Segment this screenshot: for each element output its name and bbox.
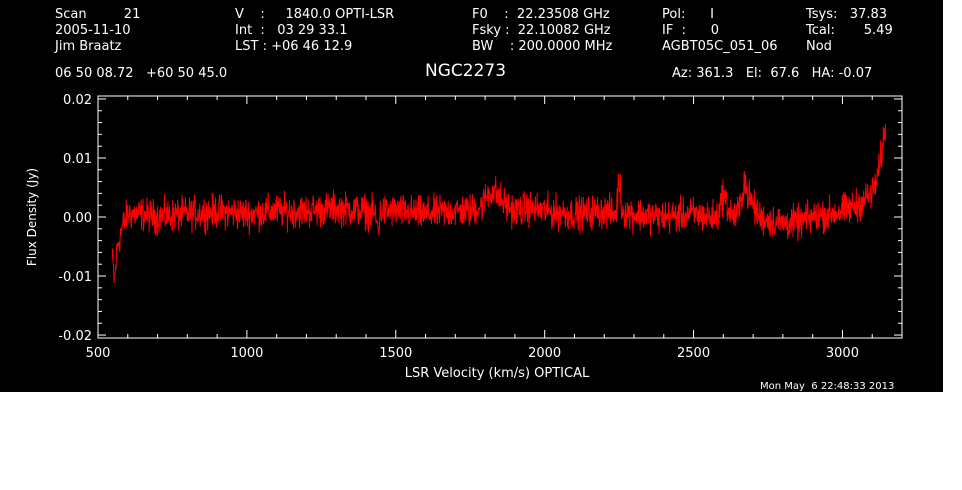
x-tick-label: 500 xyxy=(86,346,111,361)
axis-ticks: 500 1000 1500 2000 2500 3000 -0.02 -0.01 0.00 0.0… xyxy=(58,93,903,361)
y-tick-label: 0.00 xyxy=(63,211,92,226)
data-point xyxy=(216,210,218,212)
data-point xyxy=(841,210,844,212)
f0-label: F0 : 22.23508 GHz xyxy=(472,7,610,22)
data-point xyxy=(276,210,278,212)
data-point xyxy=(424,213,427,215)
data-point xyxy=(121,228,123,230)
data-point xyxy=(882,145,884,147)
data-point xyxy=(885,124,887,127)
y-tick-label: 0.02 xyxy=(63,93,92,108)
data-point xyxy=(633,213,635,215)
data-point xyxy=(621,210,623,212)
spectrum-chart: 500 1000 1500 2000 2500 3000 -0.02 -0.01 0.00 0.0… xyxy=(25,93,903,381)
if-label: IF : 0 xyxy=(662,23,720,38)
y-tick-label: 0.01 xyxy=(63,152,92,167)
int-label: Int : 03 29 33.1 xyxy=(235,23,348,38)
series-group xyxy=(111,123,887,284)
data-point xyxy=(514,210,516,212)
fsky-label: Fsky : 22.10082 GHz xyxy=(472,23,611,38)
data-point xyxy=(734,216,736,218)
data-point xyxy=(111,257,113,259)
data-point xyxy=(663,216,665,218)
observer-name: Jim Braatz xyxy=(55,39,122,54)
data-point xyxy=(505,204,507,206)
x-tick-label: 1000 xyxy=(230,346,263,361)
data-point xyxy=(603,210,605,212)
render-timestamp: Mon May 6 22:48:33 2013 xyxy=(760,381,895,392)
data-point xyxy=(782,222,784,224)
x-tick-label: 2500 xyxy=(677,346,710,361)
data-point xyxy=(826,213,829,215)
data-point xyxy=(812,216,814,218)
spectrum-line xyxy=(111,123,887,284)
data-point xyxy=(395,210,397,212)
data-point xyxy=(305,210,308,212)
plot-panel: Scan 21 V : 1840.0 OPTI-LSR F0 : 22.2350… xyxy=(0,0,943,392)
data-point xyxy=(743,175,745,177)
data-point xyxy=(707,216,710,218)
data-point xyxy=(113,281,115,283)
y-axis-label: Flux Density (Jy) xyxy=(25,168,39,266)
data-point xyxy=(758,216,760,218)
az-el-ha: Az: 361.3 El: 67.6 HA: -0.07 xyxy=(672,66,873,81)
data-point xyxy=(615,213,617,215)
coordinates: 06 50 08.72 +60 50 45.0 xyxy=(55,66,228,81)
data-point xyxy=(716,216,718,218)
data-point xyxy=(365,210,367,212)
data-point xyxy=(728,210,730,212)
project-label: AGBT05C_051_06 xyxy=(662,39,778,54)
data-point xyxy=(877,175,879,177)
x-tick-label: 3000 xyxy=(826,346,859,361)
data-point xyxy=(529,207,531,209)
y-tick-label: -0.02 xyxy=(58,329,92,344)
data-point xyxy=(752,204,754,206)
data-point xyxy=(746,192,748,194)
data-point xyxy=(856,204,858,206)
x-tick-label: 2000 xyxy=(528,346,561,361)
data-point xyxy=(544,210,546,212)
source-name: NGC2273 xyxy=(425,61,507,81)
data-point xyxy=(487,192,489,194)
data-point xyxy=(127,213,129,215)
y-tick-label: -0.01 xyxy=(58,270,92,285)
data-point xyxy=(767,219,769,221)
data-point xyxy=(797,222,799,224)
data-point xyxy=(740,204,742,206)
velocity-label: V : 1840.0 OPTI-LSR xyxy=(235,7,395,22)
data-point xyxy=(499,198,501,200)
data-point xyxy=(618,175,620,177)
data-point xyxy=(116,245,118,248)
scan-label: Scan 21 xyxy=(55,7,141,22)
data-point xyxy=(454,210,456,212)
x-tick-label: 1500 xyxy=(379,346,412,361)
data-point xyxy=(186,213,188,215)
data-point xyxy=(493,189,495,192)
obs-date: 2005-11-10 xyxy=(55,23,131,38)
data-point xyxy=(573,213,576,215)
pol-label: Pol: I xyxy=(662,7,714,22)
data-point xyxy=(156,216,159,218)
data-point xyxy=(246,213,248,215)
nod-label: Nod xyxy=(806,39,832,54)
lst-label: LST : +06 46 12.9 xyxy=(235,39,353,54)
data-point xyxy=(871,192,873,194)
tcal-label: Tcal: 5.49 xyxy=(806,23,893,38)
data-point xyxy=(469,210,471,212)
x-axis-label: LSR Velocity (km/s) OPTICAL xyxy=(405,366,590,381)
data-point xyxy=(380,210,382,212)
data-point xyxy=(335,207,337,209)
tsys-label: Tsys: 37.83 xyxy=(806,7,888,22)
data-point xyxy=(481,204,483,206)
data-point xyxy=(377,228,379,230)
data-point xyxy=(374,213,376,215)
data-point xyxy=(142,213,144,215)
data-point xyxy=(692,213,695,215)
data-point xyxy=(722,192,724,194)
bw-label: BW : 200.0000 MHz xyxy=(472,39,613,54)
